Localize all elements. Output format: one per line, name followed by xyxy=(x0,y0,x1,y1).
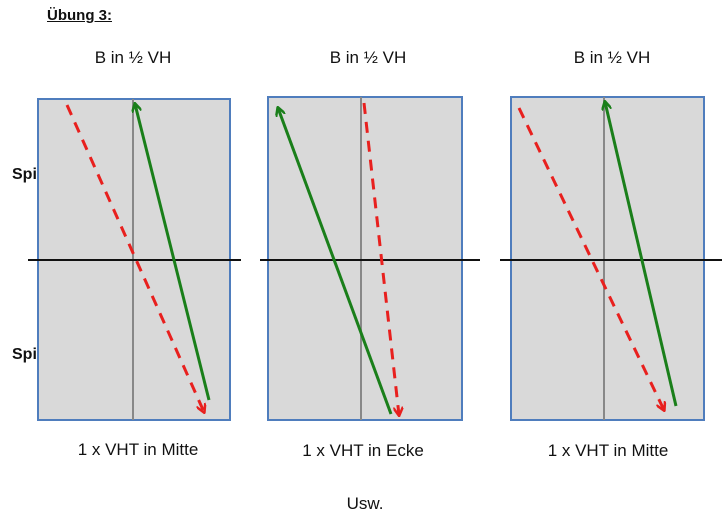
panel-1-bottom-label: 1 x VHT in Mitte xyxy=(77,440,199,459)
panel-1-top-label: B in ½ VH xyxy=(94,48,172,67)
panel-3-bottom-label: 1 x VHT in Mitte xyxy=(547,441,669,460)
court-panel-1 xyxy=(28,98,241,421)
court-rect xyxy=(510,96,705,421)
panel-2-top-label: B in ½ VH xyxy=(329,48,407,67)
serve-shot-arrow xyxy=(135,104,211,401)
court-rect xyxy=(267,96,463,421)
exercise-title: Übung 3: xyxy=(47,7,112,24)
panel-2-bottom-label: 1 x VHT in Ecke xyxy=(302,441,424,460)
court-panel-3 xyxy=(500,96,722,421)
footer-text: Usw. xyxy=(346,494,384,513)
serve-shot-arrow xyxy=(278,108,393,415)
court-panel-2 xyxy=(260,96,480,421)
return-shot-arrow xyxy=(362,102,399,415)
serve-shot-arrow xyxy=(605,102,678,407)
panel-3-top-label: B in ½ VH xyxy=(573,48,651,67)
